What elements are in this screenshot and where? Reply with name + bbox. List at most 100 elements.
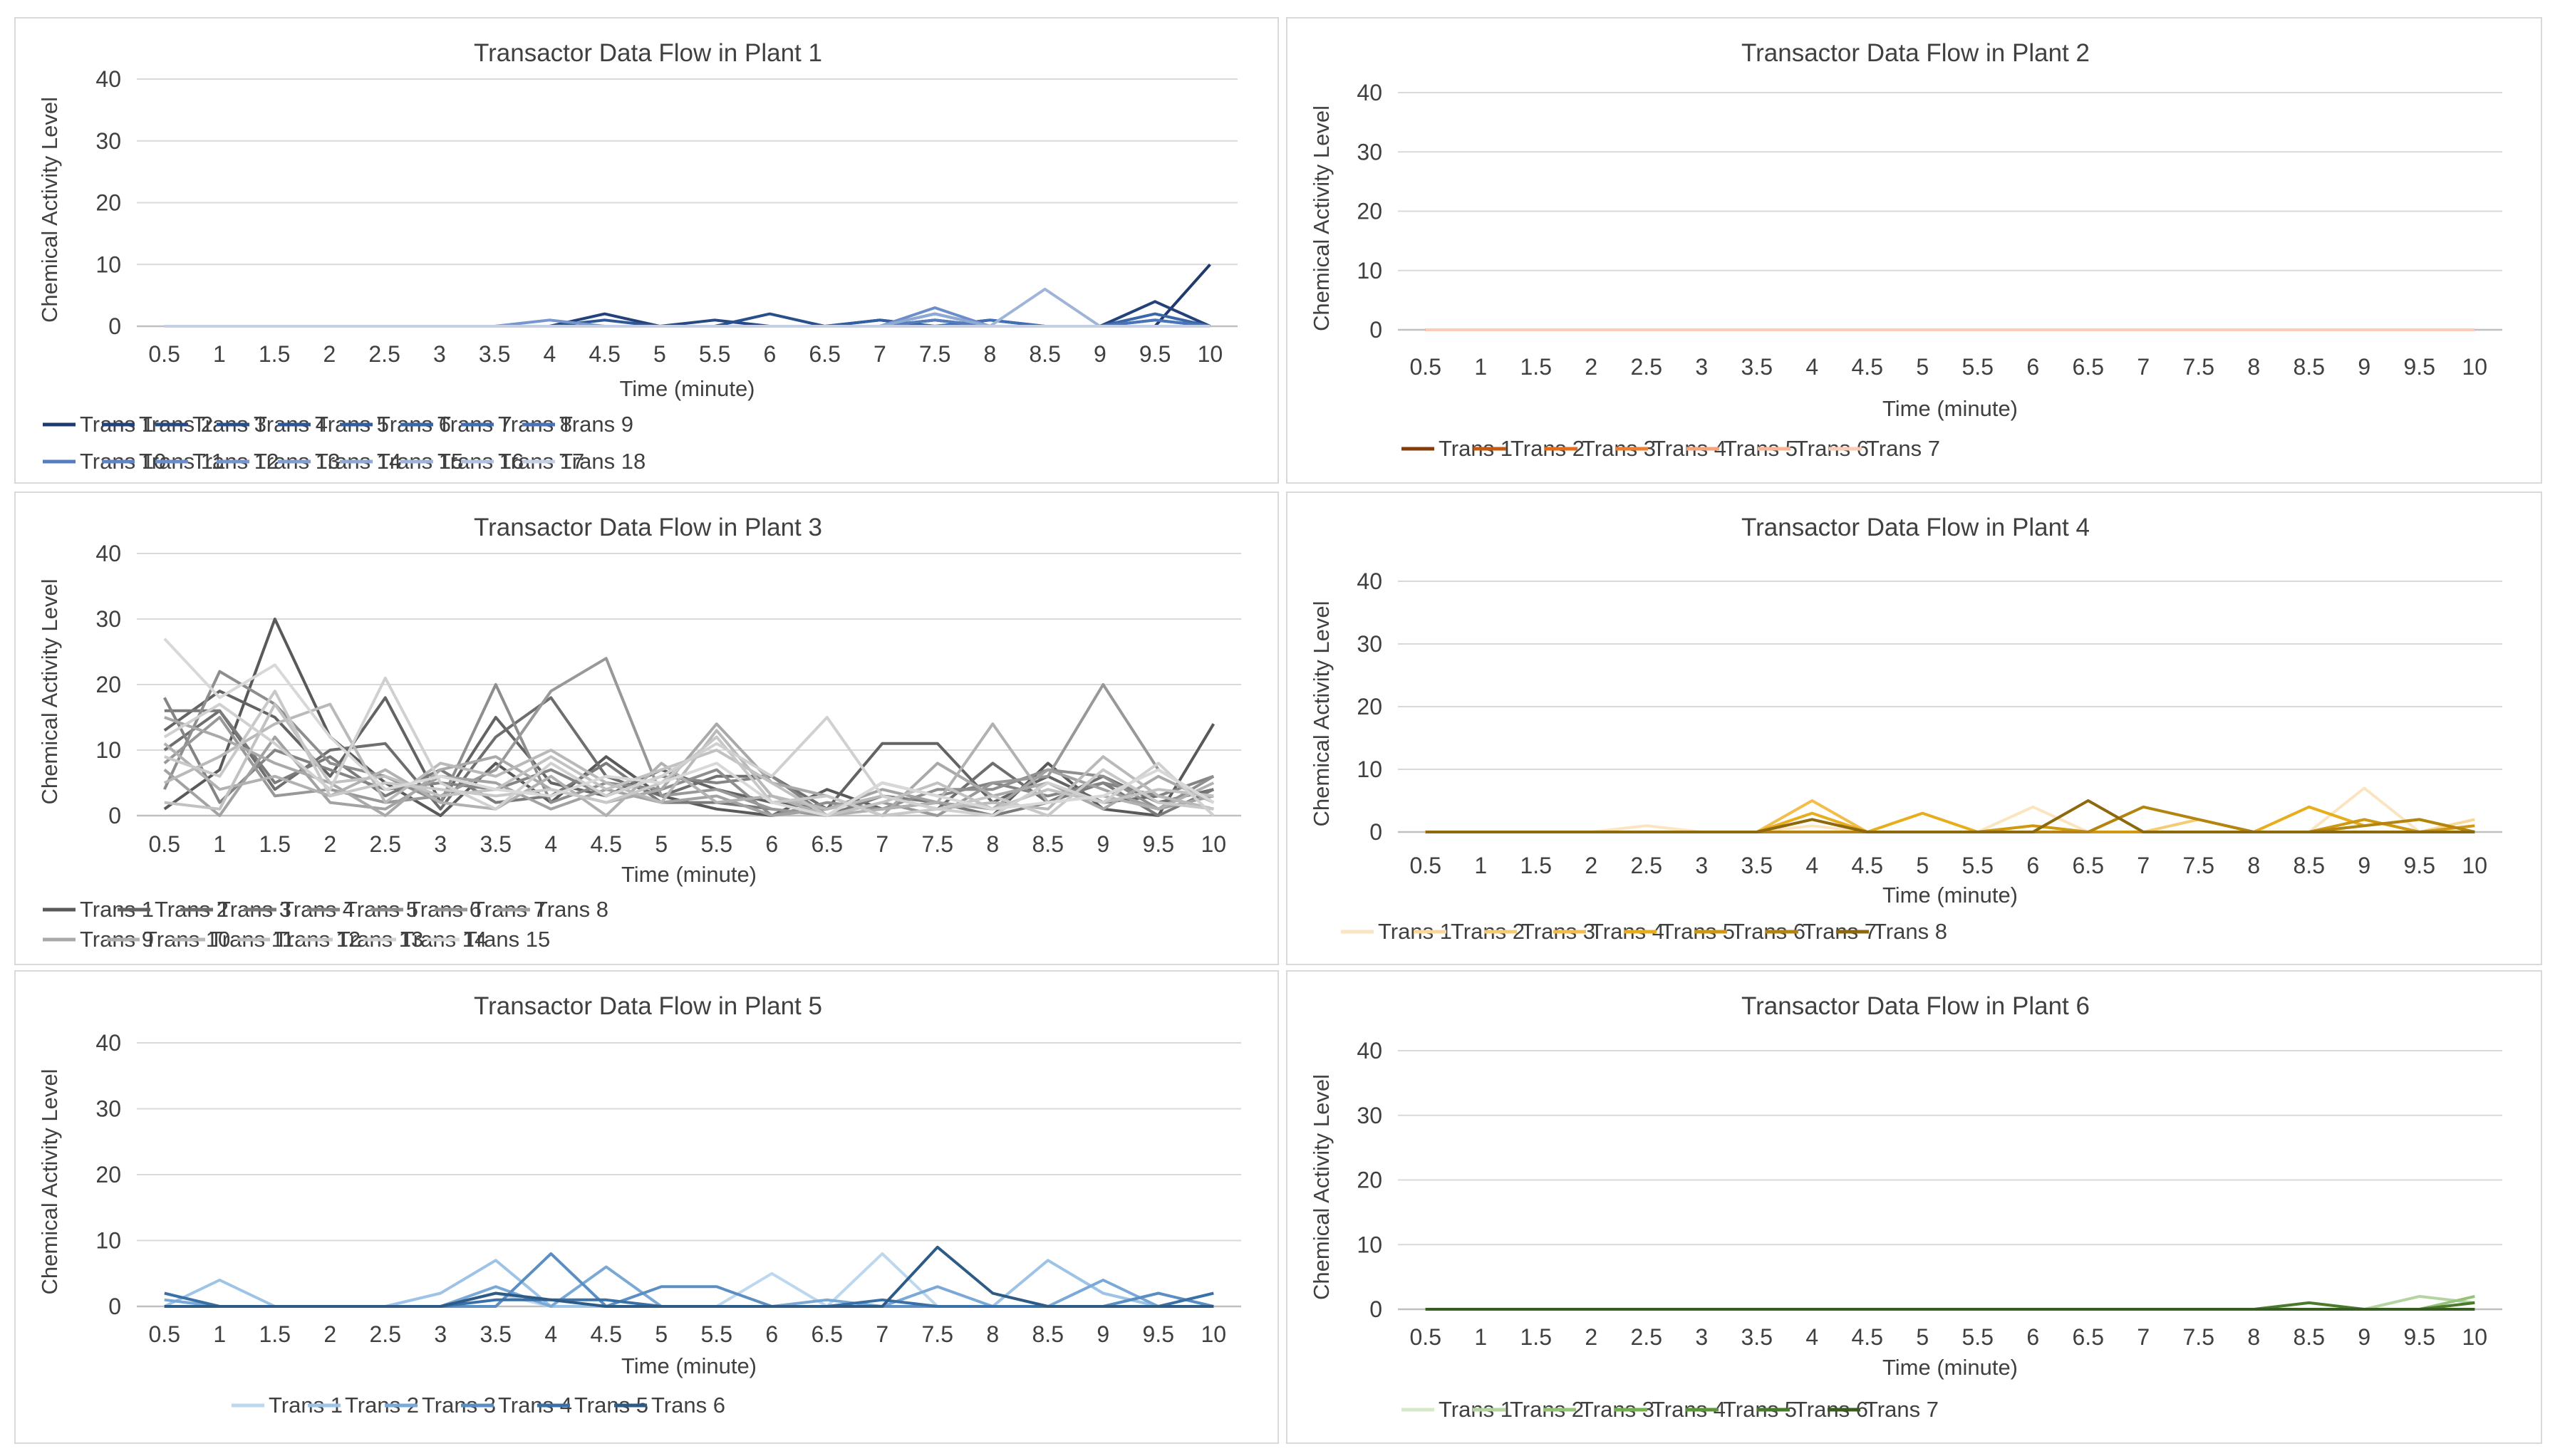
- x-tick-label: 10: [2462, 354, 2487, 380]
- x-tick-label: 2.5: [1631, 853, 1662, 878]
- y-tick-label: 10: [95, 737, 121, 763]
- series-line-trans-15: [163, 638, 1215, 817]
- y-tick-label: 30: [95, 606, 121, 632]
- chart-title: Transactor Data Flow in Plant 2: [1741, 39, 2090, 67]
- y-tick-label: 30: [95, 128, 121, 154]
- chart-title: Transactor Data Flow in Plant 4: [1741, 514, 2090, 541]
- x-tick-label: 6.5: [2073, 1324, 2104, 1350]
- y-axis-label: Chemical Activity Level: [37, 578, 62, 804]
- x-tick-label: 3: [434, 831, 447, 857]
- chart-panel-plant-5: Transactor Data Flow in Plant 5 0 10 20 30 40…: [14, 970, 1279, 1444]
- series-line-trans-8: [163, 735, 1214, 817]
- x-tick-label: 5.5: [1962, 853, 1994, 878]
- chart-title: Transactor Data Flow in Plant 1: [474, 39, 822, 67]
- x-tick-label: 5: [655, 1321, 668, 1347]
- x-tick-label: 4: [544, 831, 557, 857]
- series-line-trans-6: [162, 670, 1215, 817]
- x-tick-label: 3.5: [479, 341, 510, 367]
- y-tick-label: 0: [108, 1294, 121, 1319]
- chart-title: Transactor Data Flow in Plant 5: [474, 992, 822, 1020]
- x-tick-label: 2.5: [370, 831, 401, 857]
- x-tick-label: 4: [1805, 853, 1818, 878]
- x-tick-label: 0.5: [1410, 853, 1441, 878]
- x-tick-label: 0.5: [1410, 354, 1441, 380]
- x-tick-label: 6.5: [812, 831, 843, 857]
- chart-plant-5-svg: Transactor Data Flow in Plant 5010203040…: [37, 992, 1241, 1418]
- y-tick-label: 20: [95, 672, 121, 697]
- chart-panel-plant-6: Transactor Data Flow in Plant 6 0 10 20 30 40…: [1286, 970, 2542, 1444]
- x-tick-label: 10: [2462, 853, 2487, 878]
- x-tick-label: 5.5: [699, 341, 730, 367]
- x-tick-label: 7: [874, 341, 886, 367]
- x-tick-label: 2: [1585, 853, 1597, 878]
- x-tick-label: 2: [1585, 354, 1597, 380]
- x-tick-label: 4.5: [1852, 354, 1883, 380]
- x-tick-label: 5: [653, 341, 666, 367]
- y-tick-label: 0: [1369, 1296, 1382, 1322]
- series-line-trans-6: [164, 1245, 1214, 1308]
- chart-panel-plant-2: Transactor Data Flow in Plant 2 0 10 20 30 40…: [1286, 17, 2542, 484]
- x-tick-label: 6: [2026, 853, 2039, 878]
- x-tick-label: 9.5: [1143, 1321, 1174, 1347]
- x-tick-label: 10: [1201, 1321, 1226, 1347]
- x-tick-label: 3: [434, 1321, 447, 1347]
- y-tick-label: 20: [1357, 694, 1382, 719]
- x-tick-label: 1.5: [259, 1321, 291, 1347]
- x-tick-label: 5: [1916, 853, 1929, 878]
- x-axis-label: Time (minute): [619, 376, 755, 401]
- y-tick-label: 10: [95, 251, 121, 277]
- x-tick-label: 9: [1094, 341, 1107, 367]
- x-tick-label: 4.5: [591, 831, 622, 857]
- legend-label: Trans 18: [559, 449, 646, 474]
- x-tick-label: 9.5: [2404, 1324, 2435, 1350]
- x-tick-label: 3: [433, 341, 446, 367]
- x-tick-label: 7: [2137, 354, 2150, 380]
- x-tick-label: 3.5: [480, 1321, 512, 1347]
- y-axis-label: Chemical Activity Level: [37, 97, 62, 323]
- x-tick-label: 7.5: [2183, 853, 2214, 878]
- x-axis-label: Time (minute): [1882, 1355, 2018, 1380]
- chart-plant-4-svg: Transactor Data Flow in Plant 4010203040…: [1309, 514, 2502, 944]
- chart-title: Transactor Data Flow in Plant 3: [474, 514, 822, 541]
- x-tick-label: 9.5: [1139, 341, 1171, 367]
- x-tick-label: 5.5: [1962, 1324, 1994, 1350]
- x-tick-label: 7.5: [2183, 1324, 2214, 1350]
- x-tick-label: 2.5: [1631, 354, 1662, 380]
- x-tick-label: 9: [2358, 1324, 2370, 1350]
- x-tick-label: 1.5: [1520, 1324, 1552, 1350]
- x-tick-label: 8.5: [1032, 1321, 1064, 1347]
- x-tick-label: 5: [1916, 354, 1929, 380]
- series-line-trans-5: [164, 1291, 1214, 1308]
- chart-plant-3-svg: Transactor Data Flow in Plant 3010203040…: [37, 514, 1241, 952]
- x-tick-label: 10: [1198, 341, 1223, 367]
- x-tick-label: 8.5: [2294, 853, 2325, 878]
- x-tick-label: 7: [2137, 1324, 2150, 1350]
- x-tick-label: 3.5: [1741, 1324, 1773, 1350]
- y-tick-label: 30: [1357, 139, 1382, 165]
- x-tick-label: 9.5: [2404, 853, 2435, 878]
- x-tick-label: 7: [876, 831, 888, 857]
- legend-label: Trans 8: [1873, 919, 1947, 944]
- x-tick-label: 9.5: [2404, 354, 2435, 380]
- x-tick-label: 2: [323, 831, 336, 857]
- x-tick-label: 8.5: [1032, 831, 1064, 857]
- y-tick-label: 30: [1357, 1103, 1382, 1128]
- x-tick-label: 3.5: [480, 831, 512, 857]
- y-tick-label: 30: [95, 1096, 121, 1122]
- chart-panel-plant-3: Transactor Data Flow in Plant 3 0 10 20 30 40…: [14, 492, 1279, 965]
- x-tick-label: 1.5: [1520, 853, 1552, 878]
- x-tick-label: 1.5: [259, 831, 291, 857]
- y-tick-label: 0: [1369, 317, 1382, 343]
- series-line-trans-1: [164, 1252, 1214, 1308]
- x-tick-label: 1.5: [259, 341, 290, 367]
- chart-plant-6-svg: Transactor Data Flow in Plant 6010203040…: [1309, 992, 2502, 1422]
- x-tick-label: 1.5: [1520, 354, 1552, 380]
- x-tick-label: 1: [213, 341, 226, 367]
- series-line-trans-14: [163, 676, 1215, 817]
- y-tick-label: 10: [1357, 258, 1382, 284]
- x-tick-label: 4: [1805, 354, 1818, 380]
- x-tick-label: 2.5: [1631, 1324, 1662, 1350]
- legend-label: Trans 7: [1865, 1397, 1939, 1422]
- series-line-trans-3: [163, 696, 1214, 811]
- series-line-trans-9: [164, 716, 1215, 817]
